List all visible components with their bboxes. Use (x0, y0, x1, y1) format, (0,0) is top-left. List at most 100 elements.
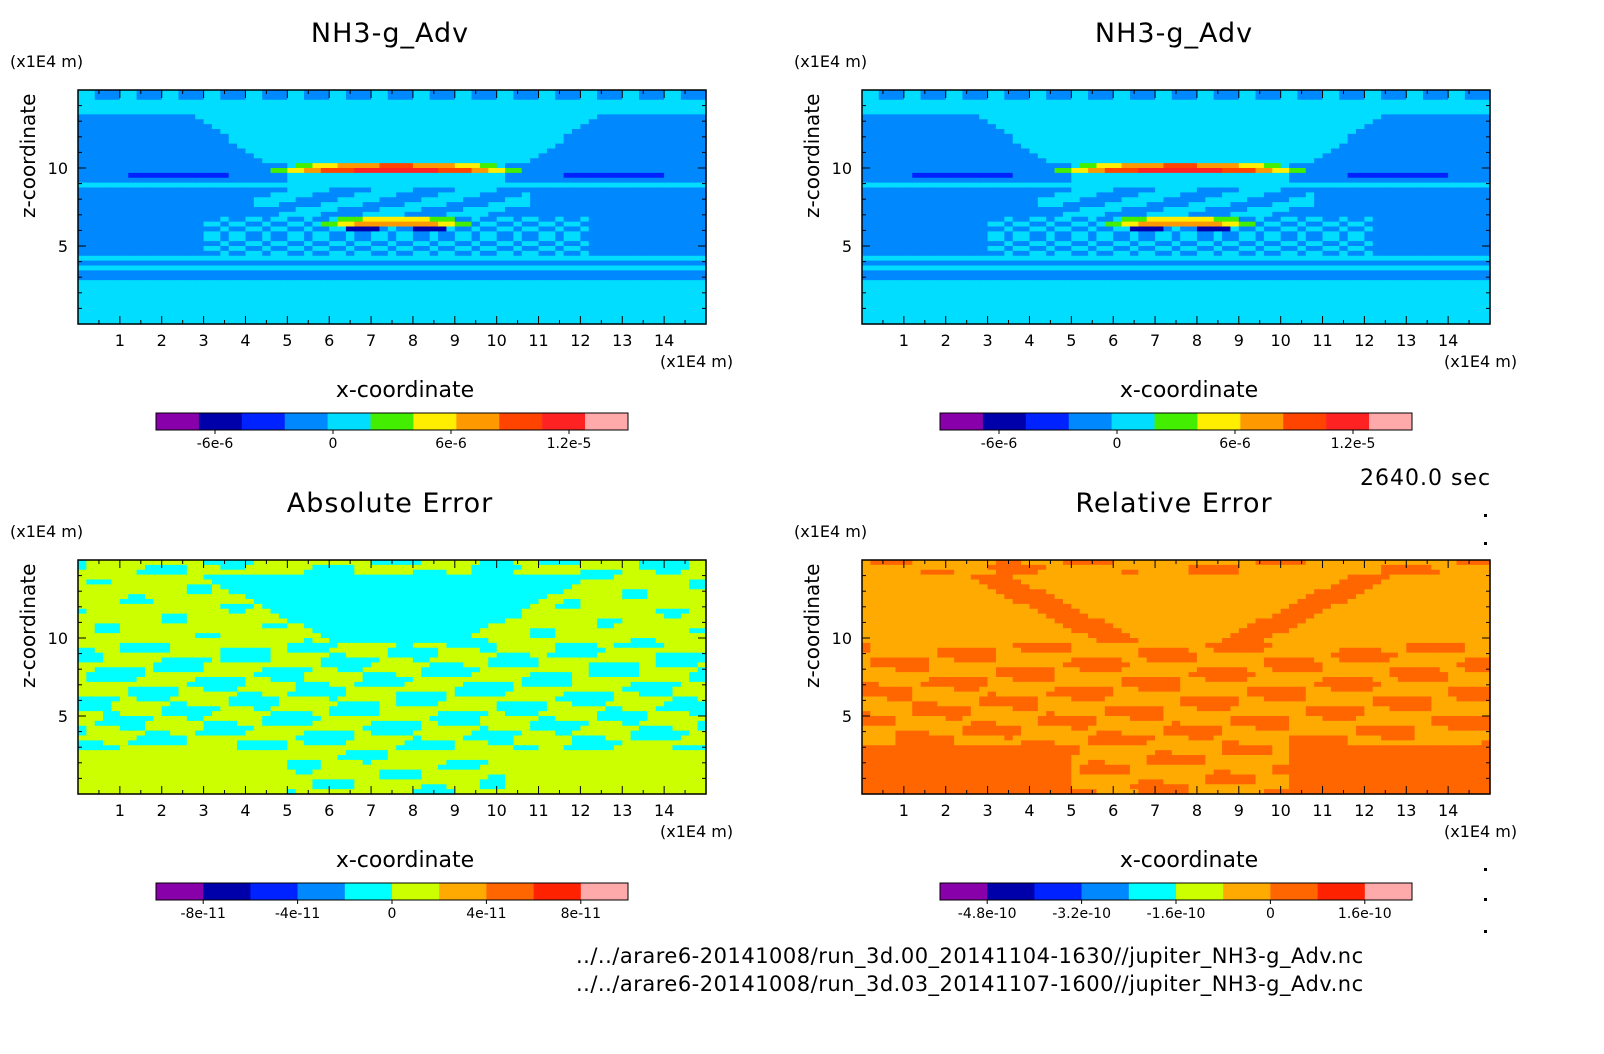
contour-cell (970, 182, 980, 189)
contour-cell (680, 187, 690, 193)
contour-cell (287, 182, 297, 189)
contour-cell (878, 109, 888, 115)
contour-cell (954, 299, 964, 306)
contour-cell (563, 211, 573, 218)
contour-cell (605, 187, 615, 193)
contour-cell (337, 197, 347, 203)
contour-cell (1037, 163, 1047, 169)
contour-cell (479, 265, 489, 271)
contour-cell (1062, 94, 1072, 101)
contour-cell (945, 280, 955, 286)
contour-cell (479, 148, 489, 154)
contour-cell (429, 143, 439, 150)
contour-cell (345, 94, 355, 101)
contour-cell (895, 231, 905, 237)
contour-cell (496, 226, 506, 232)
contour-cell (903, 158, 913, 164)
contour-cell (1062, 177, 1072, 184)
contour-cell (1062, 143, 1072, 150)
contour-cell (446, 289, 456, 296)
contour-cell (622, 168, 632, 174)
contour-cell (928, 158, 938, 164)
contour-cell (78, 289, 87, 296)
contour-cell (887, 255, 897, 262)
contour-cell (1004, 114, 1014, 120)
contour-cell (979, 148, 989, 154)
contour-cell (103, 143, 113, 150)
contour-cell (362, 260, 372, 267)
contour-cell (1062, 270, 1072, 276)
contour-cell (337, 211, 347, 218)
contour-cell (878, 207, 888, 213)
contour-cell (144, 255, 154, 262)
contour-cell (78, 236, 87, 242)
contour-cell (1071, 158, 1081, 164)
contour-cell (903, 187, 913, 193)
contour-cell (538, 104, 548, 111)
contour-cell (421, 319, 431, 325)
contour-cell (895, 285, 905, 291)
contour-cell (488, 226, 498, 232)
contour-cell (195, 182, 205, 189)
contour-cell (1021, 133, 1031, 140)
contour-cell (672, 236, 682, 242)
contour-cell (337, 148, 347, 154)
contour-cell (613, 197, 623, 203)
contour-cell (429, 255, 439, 262)
contour-cell (312, 172, 322, 179)
contour-cell (979, 265, 989, 271)
contour-cell (287, 138, 297, 145)
contour-cell (337, 265, 347, 271)
contour-cell (228, 314, 238, 320)
contour-cell (203, 211, 213, 218)
contour-cell (689, 114, 699, 120)
contour-cell (128, 94, 138, 101)
contour-cell (870, 129, 880, 135)
contour-cell (1079, 99, 1089, 106)
contour-cell (1071, 236, 1081, 242)
contour-cell (295, 207, 305, 213)
contour-cell (195, 241, 205, 247)
contour-cell (86, 299, 96, 306)
contour-cell (639, 172, 648, 179)
contour-cell (655, 114, 665, 120)
contour-cell (1046, 314, 1056, 320)
contour-cell (1037, 133, 1047, 140)
contour-cell (111, 182, 121, 189)
contour-cell (538, 129, 548, 135)
contour-cell (588, 226, 598, 232)
contour-cell (237, 138, 247, 145)
contour-cell (680, 153, 690, 159)
contour-cell (945, 138, 955, 145)
contour-cell (178, 236, 188, 242)
contour-cell (161, 226, 171, 232)
contour-cell (538, 260, 548, 267)
contour-cell (597, 192, 607, 198)
contour-cell (387, 177, 397, 184)
contour-cell (546, 124, 556, 130)
contour-cell (887, 275, 897, 281)
contour-cell (119, 285, 129, 291)
contour-cell (463, 270, 473, 276)
contour-cell (329, 172, 339, 179)
contour-cell (1054, 90, 1064, 96)
contour-cell (597, 236, 607, 242)
contour-cell (1004, 216, 1014, 223)
contour-cell (220, 129, 230, 135)
contour-cell (103, 172, 113, 179)
contour-cell (572, 143, 581, 150)
contour-cell (463, 202, 473, 208)
contour-cell (937, 119, 947, 125)
contour-cell (320, 250, 330, 257)
contour-cell (220, 275, 230, 281)
contour-cell (895, 172, 905, 179)
contour-cell (161, 153, 171, 159)
contour-cell (580, 109, 590, 115)
contour-cell (103, 294, 113, 301)
contour-cell (530, 246, 540, 252)
contour-cell (111, 216, 121, 223)
contour-cell (1071, 265, 1081, 271)
contour-cell (862, 182, 871, 189)
contour-cell (572, 246, 581, 252)
contour-cell (903, 90, 913, 96)
